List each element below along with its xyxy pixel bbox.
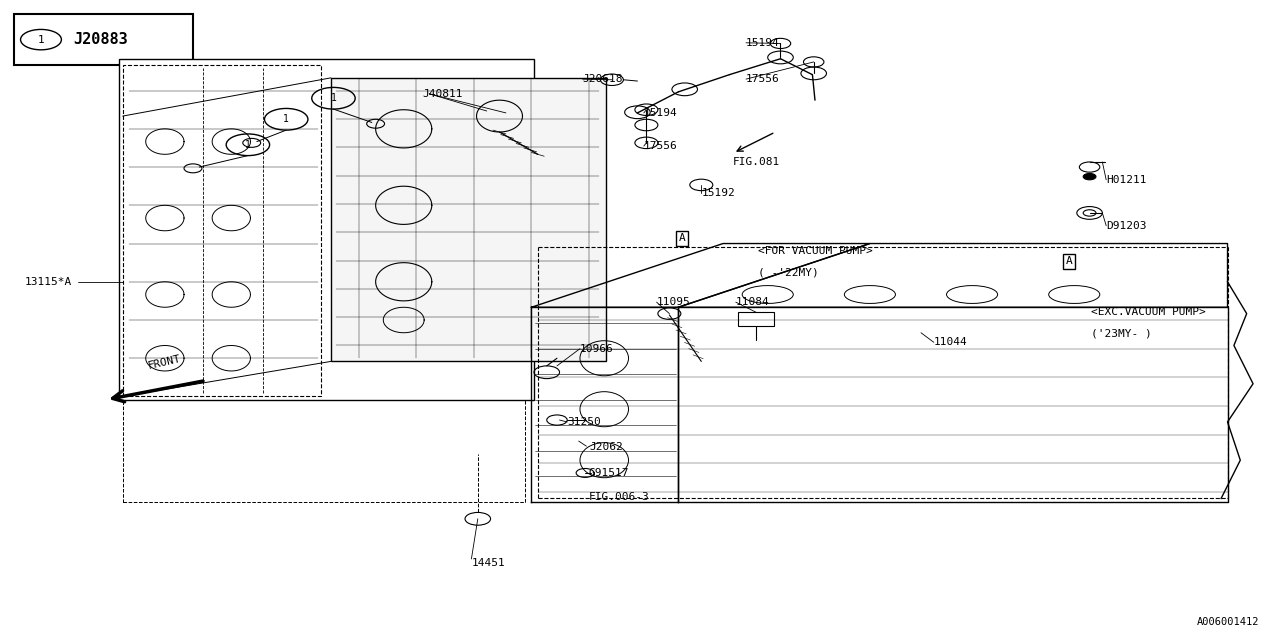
Text: D91203: D91203 [1106,221,1147,230]
Text: 10966: 10966 [580,344,613,354]
Text: A: A [1066,257,1073,266]
Text: 1: 1 [244,140,251,150]
Text: J40811: J40811 [422,89,463,99]
Text: 11095: 11095 [657,297,690,307]
Text: 17556: 17556 [746,74,780,84]
Text: 1: 1 [37,35,45,45]
Text: A006001412: A006001412 [1197,617,1260,627]
Text: FRONT: FRONT [147,354,183,371]
Bar [739,312,774,326]
Text: 31250: 31250 [567,417,600,427]
Text: 14451: 14451 [471,559,506,568]
Text: 13115*A: 13115*A [24,276,72,287]
Text: A: A [678,234,686,243]
Text: <FOR VACUUM PUMP>: <FOR VACUUM PUMP> [758,246,872,256]
Text: 11044: 11044 [934,337,968,348]
Bar [14,14,193,65]
Text: 1: 1 [330,93,337,103]
Text: J2062: J2062 [589,442,622,452]
Bar [119,59,534,399]
Text: ( -'22MY): ( -'22MY) [758,268,818,277]
Text: 1: 1 [283,115,289,124]
Text: 17556: 17556 [644,141,677,151]
Text: FIG.081: FIG.081 [733,157,781,167]
Text: J20618: J20618 [582,74,623,84]
Bar [123,65,321,396]
Text: G91517: G91517 [589,468,630,478]
Text: 15192: 15192 [701,188,735,198]
Bar [332,78,605,362]
Text: 11084: 11084 [736,297,769,307]
Text: J20883: J20883 [73,32,128,47]
Text: 15194: 15194 [746,38,780,48]
Text: FIG.006-3: FIG.006-3 [589,492,650,502]
Circle shape [1083,173,1096,180]
Text: <EXC.VACUUM PUMP>: <EXC.VACUUM PUMP> [1091,307,1206,317]
Text: 15194: 15194 [644,108,677,118]
Text: ('23MY- ): ('23MY- ) [1091,328,1152,339]
Text: H01211: H01211 [1106,175,1147,185]
